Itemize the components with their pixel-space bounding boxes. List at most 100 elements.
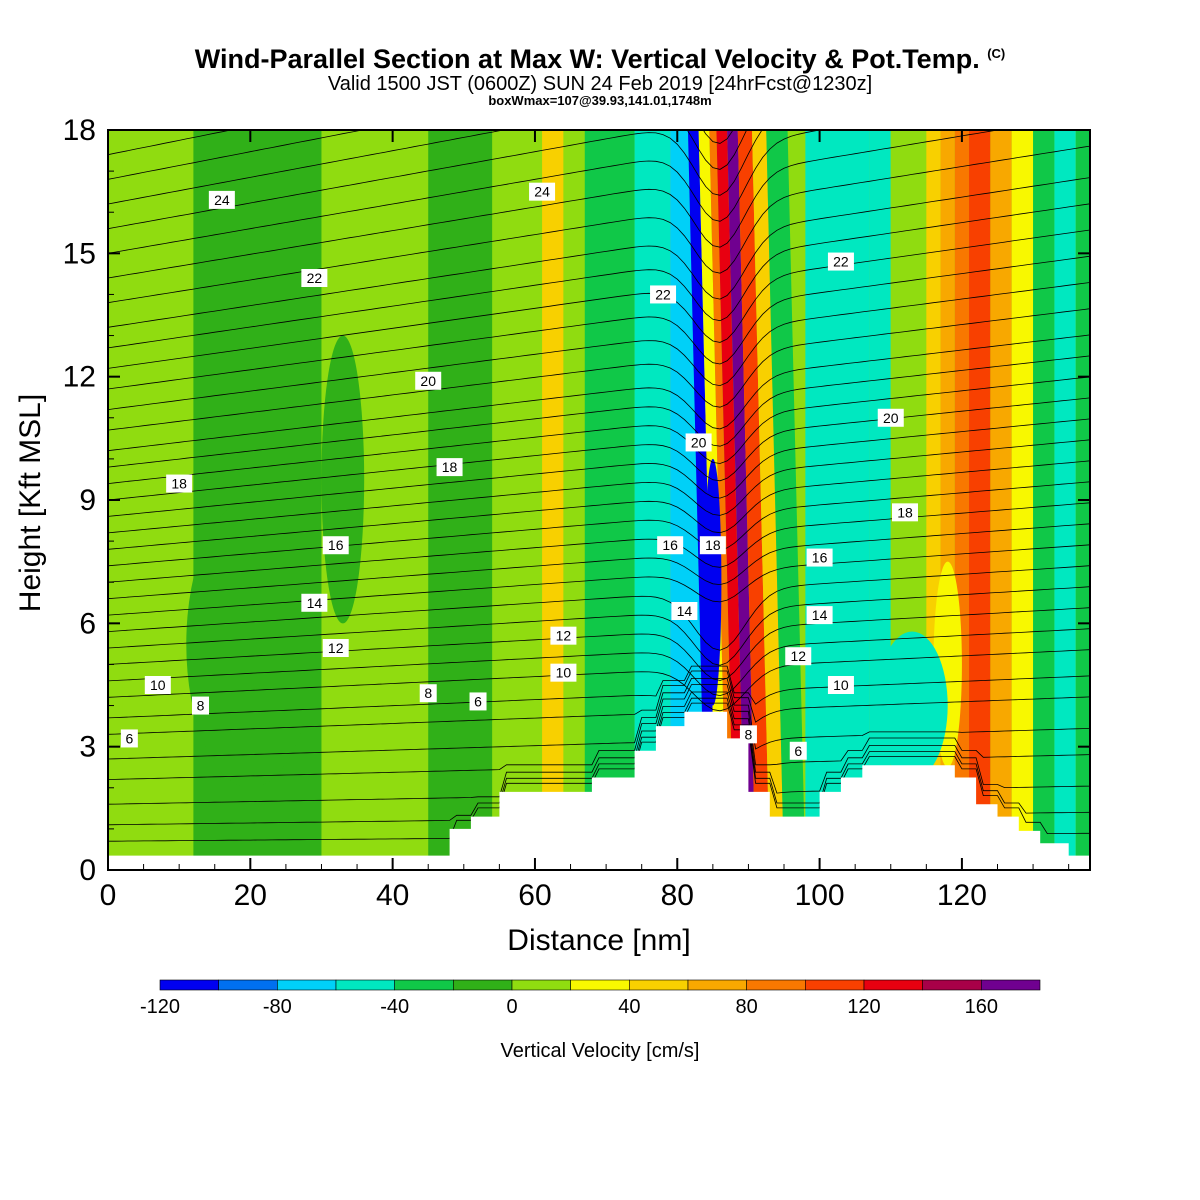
isentrope-line [108,334,1090,452]
isentrope-line [108,130,763,230]
colorbar-tick-label: 120 [847,996,880,1018]
x-tick-label: 0 [100,879,117,912]
isentrope-label-bg [806,606,833,625]
isentrope-label-bg [208,190,235,209]
isentrope-label: 8 [424,685,432,701]
isentrope-label-bg [827,676,854,694]
y-axis-title: Height [Kft MSL] [14,394,47,612]
isentrope-label-bg [322,536,349,555]
isentrope-line [108,670,1090,735]
colorbar-swatch [863,979,923,991]
isentrope-line [108,607,1090,681]
isentrope-line [108,229,1090,369]
velocity-band [727,130,756,870]
velocity-band [990,130,1012,870]
velocity-band [563,130,585,870]
isentrope-line [108,702,1090,842]
isentrope-label-bg [877,408,904,427]
isentrope-line [108,649,1090,712]
x-axis-title: Distance [nm] [507,924,690,957]
x-tick-label: 60 [518,879,551,912]
velocity-band [492,130,543,870]
isentrope-line [108,145,1090,304]
velocity-band [542,130,564,870]
colorbar-swatch [570,979,630,991]
isentrope-label: 12 [790,648,806,664]
isentrope-label: 6 [474,693,482,709]
isentrope-label: 16 [328,537,344,553]
isentrope-label-bg [529,182,556,201]
isentrope-label: 18 [897,504,913,520]
isentrope-line [108,282,1090,410]
colorbar-swatch [511,979,571,991]
colorbar-tick-label: 0 [506,996,517,1018]
chart-title: Wind-Parallel Section at Max W: Vertical… [194,44,1006,74]
isentrope-label: 18 [442,459,458,475]
isentrope-label: 20 [420,373,436,389]
isentrope-label-bg [827,252,854,271]
isentrope-line [108,439,1090,534]
isentrope-line [108,308,1090,431]
terrain-mask [108,711,1090,870]
isentrope-line [108,628,1090,697]
colorbar-swatch [453,979,513,991]
isentrope-label: 20 [691,434,707,450]
colorbar-swatch [159,979,219,991]
colorbar-swatch [394,979,454,991]
isentrope-line [108,523,1090,600]
x-tick-label: 40 [376,879,409,912]
colorbar-swatch [922,979,982,991]
isentrope-label: 8 [745,726,753,742]
colorbar-swatch [687,979,747,991]
isentrope-label-bg [685,433,712,452]
isentrope-line [108,684,1090,780]
isentrope-line [108,355,1090,468]
y-tick-label: 0 [79,854,96,887]
isentrope-label-bg [789,741,807,760]
x-axis: 0 20 40 60 80 100 120 [100,130,1070,912]
isentrope-line [108,691,1090,805]
isentrope-label: 10 [150,677,166,693]
isentrope-label-bg [419,684,437,703]
velocity-band [428,130,493,870]
colorbar-swatch [746,979,806,991]
isentrope-label-bg [739,725,757,744]
velocity-band [737,130,770,870]
colorbar-title: Vertical Velocity [cm/s] [501,1040,700,1062]
isentrope-label-bg [166,474,193,493]
isentrope-label: 22 [833,254,849,270]
velocity-band [716,130,745,870]
isentrope-label: 10 [556,665,572,681]
velocity-band [1033,130,1055,870]
isentrope-label: 24 [214,192,230,208]
velocity-band [709,130,735,870]
isentrope-line [108,177,1090,328]
isentrope-label: 18 [705,537,721,553]
x-tick-label: 20 [234,879,267,912]
isentrope-label: 18 [171,476,187,492]
isentrope-label: 14 [812,607,828,623]
isentrope-label: 12 [328,640,344,656]
isentrope-label: 6 [125,730,133,746]
chart-subtitle: Valid 1500 JST (0600Z) SUN 24 Feb 2019 [… [327,73,873,95]
terrain [108,711,1090,870]
isentrope-line [108,678,1090,760]
velocity-band [584,130,635,870]
colorbar: -120 -80 -40 0 40 80 120 160 [140,979,1041,1018]
velocity-fill [108,130,1090,870]
velocity-band [766,130,806,870]
isentrope-line [108,544,1090,616]
isentrope-line [108,130,748,205]
y-tick-label: 18 [63,114,96,147]
isentrope-label: 16 [662,537,678,553]
y-tick-label: 6 [79,607,96,640]
isentrope-line [108,130,734,180]
colorbar-swatch [981,979,1041,991]
colorbar-swatch [805,979,865,991]
velocity-blob [186,500,315,788]
isentrope-line [108,586,1090,666]
colorbar-tick-label: -80 [263,996,292,1018]
isentrope-label-bg [469,692,487,711]
velocity-band [1054,130,1076,870]
isentrope-label-bg [550,626,577,645]
